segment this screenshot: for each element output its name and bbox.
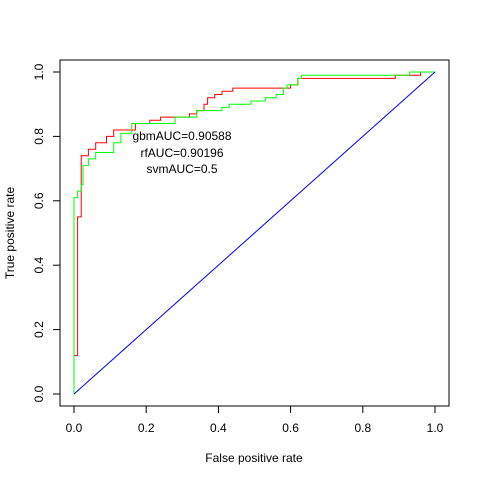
y-tick-label: 0.8 xyxy=(32,128,46,145)
x-tick-label: 0.6 xyxy=(282,421,299,435)
x-axis: 0.0 0.2 0.4 0.6 0.8 1.0 xyxy=(66,405,444,435)
x-tick-label: 0.0 xyxy=(66,421,83,435)
x-tick-label: 1.0 xyxy=(427,421,444,435)
y-tick-label: 0.6 xyxy=(32,192,46,209)
y-tick-label: 0.4 xyxy=(32,257,46,274)
auc-annotation: gbmAUC=0.90588 xyxy=(132,129,231,143)
auc-annotation: rfAUC=0.90196 xyxy=(140,146,223,160)
x-tick-label: 0.4 xyxy=(210,421,227,435)
x-tick-label: 0.2 xyxy=(138,421,155,435)
y-tick-label: 1.0 xyxy=(32,63,46,80)
y-axis-title: True positive rate xyxy=(3,187,17,280)
auc-annotation: svmAUC=0.5 xyxy=(146,162,217,176)
x-tick-label: 0.8 xyxy=(354,421,371,435)
series-layer xyxy=(73,71,436,395)
annotations: gbmAUC=0.90588 rfAUC=0.90196 svmAUC=0.5 xyxy=(132,129,231,176)
y-tick-label: 0.2 xyxy=(32,321,46,338)
roc-curve-2 xyxy=(73,71,436,395)
roc-curve-1 xyxy=(73,71,435,394)
y-tick-label: 0.0 xyxy=(32,385,46,402)
x-axis-title: False positive rate xyxy=(205,451,303,465)
y-axis: 0.0 0.2 0.4 0.6 0.8 1.0 xyxy=(32,63,61,402)
